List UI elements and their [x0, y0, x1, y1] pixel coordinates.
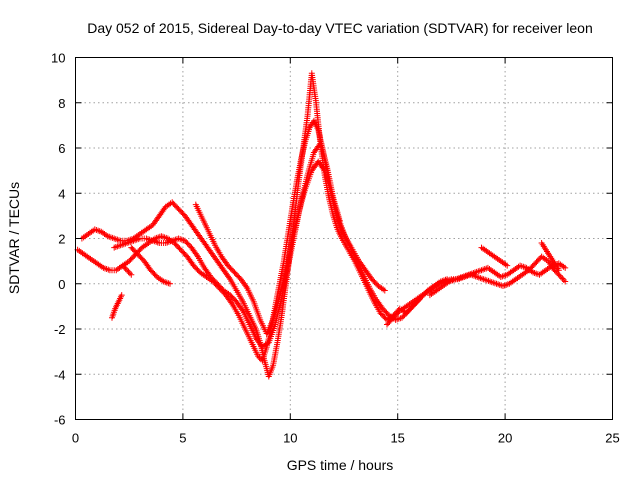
satellite-track-9 — [426, 260, 569, 299]
y-tick-label: 6 — [58, 141, 65, 156]
satellite-track-11 — [538, 240, 562, 274]
y-tick-label: 10 — [51, 51, 65, 66]
satellite-track-8 — [384, 253, 569, 328]
satellite-track-6 — [109, 292, 125, 321]
y-tick-label: -4 — [54, 367, 66, 382]
y-tick-label: 8 — [58, 96, 65, 111]
y-tick-label: 0 — [58, 277, 65, 292]
data-series — [74, 70, 569, 380]
series-markers — [478, 244, 511, 269]
satellite-track-4 — [111, 140, 343, 351]
series-markers — [119, 262, 135, 278]
series-line — [386, 256, 566, 325]
satellite-track-2 — [78, 70, 423, 380]
x-tick-label: 15 — [390, 431, 404, 446]
y-tick-label: 4 — [58, 186, 65, 201]
chart-title: Day 052 of 2015, Sidereal Day-to-day VTE… — [87, 20, 593, 36]
y-tick-label: 2 — [58, 232, 65, 247]
series-markers — [128, 244, 173, 287]
series-markers — [192, 158, 451, 337]
x-tick-label: 25 — [605, 431, 619, 446]
series-markers — [78, 70, 423, 380]
satellite-track-3 — [192, 158, 451, 337]
series-markers — [538, 240, 562, 274]
x-tick-label: 10 — [283, 431, 297, 446]
satellite-track-7 — [119, 262, 135, 278]
series-markers — [109, 292, 125, 321]
axis-ticks: 0 5 10 15 20 25 -6 -4 -2 0 2 4 6 8 10 — [51, 51, 620, 446]
x-tick-label: 0 — [72, 431, 79, 446]
satellite-track-10 — [478, 244, 511, 269]
x-tick-label: 20 — [498, 431, 512, 446]
series-markers — [384, 253, 569, 328]
x-axis-label: GPS time / hours — [287, 457, 394, 473]
series-markers — [426, 260, 569, 299]
y-axis-label: SDTVAR / TECUs — [6, 182, 22, 294]
series-line — [81, 72, 420, 377]
y-tick-label: -6 — [54, 413, 66, 428]
satellite-track-5 — [128, 244, 173, 287]
y-tick-label: -2 — [54, 322, 66, 337]
series-markers — [111, 140, 343, 351]
x-tick-label: 5 — [179, 431, 186, 446]
